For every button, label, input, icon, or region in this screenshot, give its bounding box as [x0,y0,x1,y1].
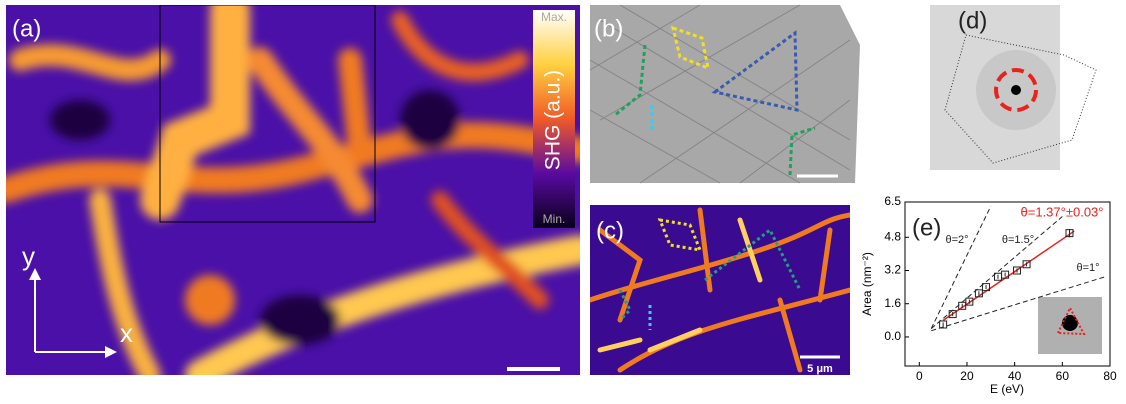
axis-label: y [22,241,35,271]
line-label: θ=2° [945,234,968,246]
x-tick-label: 80 [1103,369,1117,383]
panel-label: (b) [594,15,623,42]
y-tick-label: 6.5 [884,194,901,208]
y-axis-label: Area (nm⁻²) [860,252,874,316]
x-tick-label: 0 [916,369,923,383]
y-tick-label: 3.2 [884,263,901,277]
panel-c: 5 μm (c) [590,205,850,375]
line-label: θ=1° [1076,262,1099,274]
x-tick-label: 40 [1008,369,1022,383]
colorbar-min: Min. [543,212,566,226]
y-tick-label: 0.0 [884,329,901,343]
figure: (a) Max. Min. SHG (a.u.) y x (b) 5 μm (c… [0,0,1126,399]
line-label: θ=1.5° [1002,234,1034,246]
panel-label: (e) [912,214,941,241]
panel-label: (a) [12,15,41,42]
colorbar-max: Max. [541,10,567,24]
panel-b: (b) [590,5,860,183]
scale-bar-label: 5 μm [807,363,833,375]
panel-label: (d) [958,7,987,34]
x-tick-label: 60 [1056,369,1070,383]
axis-label: x [120,318,133,348]
y-tick-label: 1.6 [884,296,901,310]
panel-label: (c) [596,217,624,244]
panel-a: (a) Max. Min. SHG (a.u.) y x [6,5,580,375]
colorbar-label: SHG (a.u.) [542,70,565,170]
panel-d: (d) [930,5,1096,170]
x-axis-label: E (eV) [990,382,1024,396]
x-tick-label: 20 [960,369,974,383]
y-tick-label: 4.8 [884,229,901,243]
